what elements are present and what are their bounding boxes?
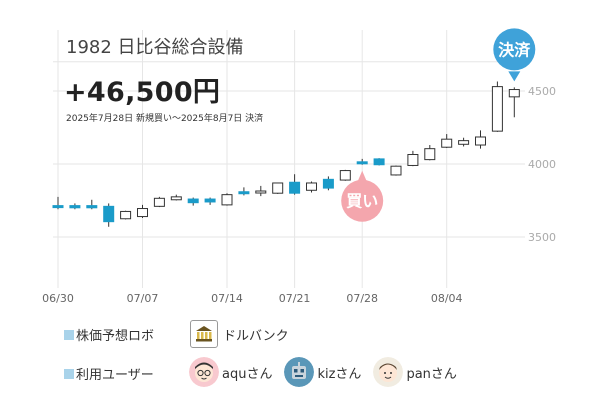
user-name: panさん [406,366,457,382]
x-tick-label: 07/14 [211,292,243,305]
candle-up [137,208,148,218]
robo-label: 株価予想ロボ [76,329,155,344]
candle-up [390,165,402,176]
user-kiz[interactable]: kizさん [284,357,361,387]
candle-down [52,205,64,209]
candle-up [475,136,486,146]
robo-name: ドルバンク [223,328,289,344]
candle-up [508,89,520,98]
candle-up [120,210,132,220]
face-glasses-icon [189,357,219,387]
bank-icon [190,320,218,348]
y-tick-label: 3500 [528,231,556,244]
candle-down [86,205,98,209]
x-tick-label: 08/04 [431,292,463,305]
buy-badge [341,179,384,222]
candle-down [289,181,301,194]
x-tick-label: 07/07 [127,292,159,305]
candle-up [272,182,284,194]
profit-amount: +46,500円 [64,77,221,108]
candle-down [356,161,368,165]
legend-square-icon [64,329,74,340]
users-label: 利用ユーザー [76,368,154,383]
y-tick-label: 4500 [528,85,556,98]
candle-up [424,148,436,161]
candlestick-chart: 06/30 07/07 07/14 07/21 07/28 08/04 3500 4000 45… [42,28,556,305]
legend-square-icon [64,368,74,379]
candle-up [306,182,317,191]
settle-badge-label: 決済 [498,40,531,59]
user-name: aquさん [222,366,273,382]
x-tick-label: 07/28 [346,292,378,305]
robo-entry[interactable]: ドルバンク [190,320,289,348]
y-tick-label: 4000 [528,158,556,171]
candle-down [322,178,334,189]
x-tick-label: 07/21 [279,292,311,305]
candle-up [458,140,470,145]
face-smile-icon [373,357,404,387]
candle-up [491,86,503,132]
candle-up [339,170,351,181]
candle-down [69,205,81,209]
candle-up [170,196,182,201]
candle-down [187,198,199,204]
user-pan[interactable]: panさん [373,357,457,387]
settle-badge [493,28,536,71]
x-tick-label: 06/30 [42,292,74,305]
legend-users-row: 利用ユーザー [64,364,154,383]
candle-up [407,154,419,166]
user-name: kizさん [317,366,362,382]
candle-up [255,190,267,194]
user-list: aquさん kizさん panさん [189,357,469,387]
user-aqu[interactable]: aquさん [189,357,272,387]
candle-up [153,197,165,207]
candle-up [441,138,453,148]
legend-robo-row: 株価予想ロボ [64,325,154,344]
candle-down [103,205,115,223]
candle-up [221,194,233,206]
candle-down [238,191,250,195]
stock-title: 1982 日比谷総合設備 [66,37,244,58]
robot-face-icon [284,357,315,387]
candle-down [204,198,216,203]
candle-down [373,158,385,166]
buy-badge-label: 買い [346,192,378,211]
trade-period: 2025年7月28日 新規買い〜2025年8月7日 決済 [66,114,264,124]
settle-badge-pointer [508,71,521,82]
